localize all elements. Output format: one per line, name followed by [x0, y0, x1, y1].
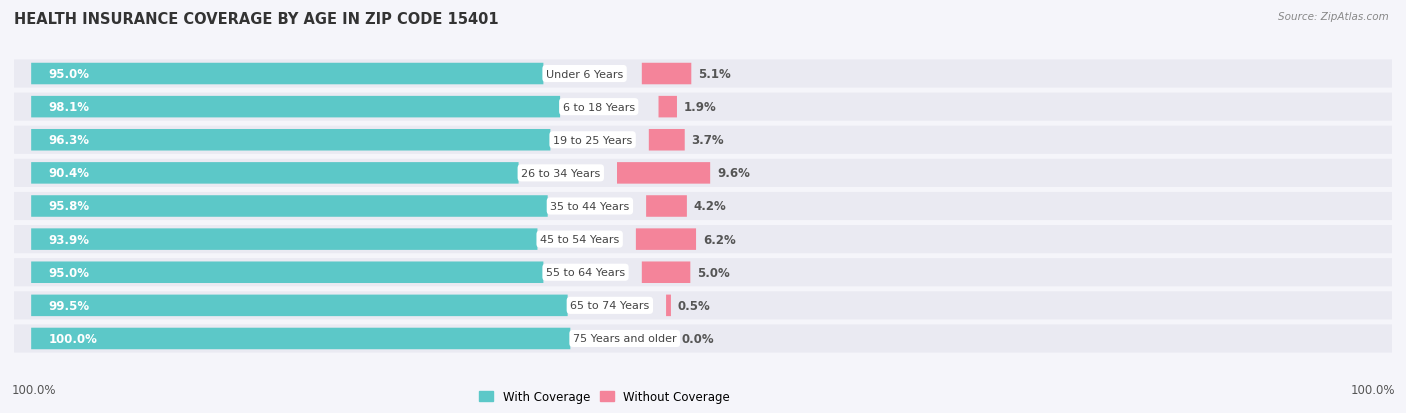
FancyBboxPatch shape: [617, 163, 710, 184]
FancyBboxPatch shape: [14, 159, 1406, 188]
Text: 5.1%: 5.1%: [699, 68, 731, 81]
Legend: With Coverage, Without Coverage: With Coverage, Without Coverage: [479, 390, 730, 403]
FancyBboxPatch shape: [14, 93, 1406, 121]
Text: 95.8%: 95.8%: [48, 200, 90, 213]
Text: 6.2%: 6.2%: [703, 233, 735, 246]
Text: 75 Years and older: 75 Years and older: [572, 334, 676, 344]
Text: 95.0%: 95.0%: [48, 68, 90, 81]
FancyBboxPatch shape: [31, 64, 543, 85]
Text: 45 to 54 Years: 45 to 54 Years: [540, 235, 619, 244]
Text: 99.5%: 99.5%: [48, 299, 90, 312]
Text: 5.0%: 5.0%: [697, 266, 730, 279]
FancyBboxPatch shape: [31, 163, 519, 184]
FancyBboxPatch shape: [658, 97, 676, 118]
Text: 35 to 44 Years: 35 to 44 Years: [550, 202, 630, 211]
FancyBboxPatch shape: [641, 262, 690, 283]
FancyBboxPatch shape: [14, 225, 1406, 254]
Text: 9.6%: 9.6%: [717, 167, 749, 180]
FancyBboxPatch shape: [666, 295, 671, 316]
FancyBboxPatch shape: [31, 97, 560, 118]
Text: 100.0%: 100.0%: [48, 332, 97, 345]
FancyBboxPatch shape: [14, 259, 1406, 287]
FancyBboxPatch shape: [14, 292, 1406, 320]
Text: 90.4%: 90.4%: [48, 167, 90, 180]
FancyBboxPatch shape: [31, 295, 568, 316]
FancyBboxPatch shape: [14, 325, 1406, 353]
Text: 4.2%: 4.2%: [693, 200, 727, 213]
Text: 93.9%: 93.9%: [48, 233, 90, 246]
FancyBboxPatch shape: [31, 262, 543, 283]
Text: 0.0%: 0.0%: [682, 332, 714, 345]
Text: 95.0%: 95.0%: [48, 266, 90, 279]
Text: 26 to 34 Years: 26 to 34 Years: [522, 169, 600, 178]
FancyBboxPatch shape: [647, 196, 688, 217]
FancyBboxPatch shape: [14, 126, 1406, 154]
Text: 98.1%: 98.1%: [48, 101, 90, 114]
FancyBboxPatch shape: [641, 64, 692, 85]
Text: Under 6 Years: Under 6 Years: [546, 69, 623, 79]
FancyBboxPatch shape: [31, 328, 571, 349]
Text: 96.3%: 96.3%: [48, 134, 90, 147]
FancyBboxPatch shape: [14, 60, 1406, 88]
Text: 6 to 18 Years: 6 to 18 Years: [562, 102, 634, 112]
FancyBboxPatch shape: [636, 229, 696, 250]
Text: 19 to 25 Years: 19 to 25 Years: [553, 135, 633, 145]
FancyBboxPatch shape: [648, 130, 685, 151]
FancyBboxPatch shape: [31, 196, 548, 217]
FancyBboxPatch shape: [31, 229, 537, 250]
Text: 1.9%: 1.9%: [683, 101, 717, 114]
FancyBboxPatch shape: [14, 192, 1406, 221]
FancyBboxPatch shape: [31, 130, 550, 151]
Text: 65 to 74 Years: 65 to 74 Years: [571, 301, 650, 311]
Text: 100.0%: 100.0%: [1350, 384, 1395, 396]
Text: Source: ZipAtlas.com: Source: ZipAtlas.com: [1278, 12, 1389, 22]
Text: 100.0%: 100.0%: [11, 384, 56, 396]
Text: 3.7%: 3.7%: [692, 134, 724, 147]
Text: 0.5%: 0.5%: [678, 299, 710, 312]
Text: HEALTH INSURANCE COVERAGE BY AGE IN ZIP CODE 15401: HEALTH INSURANCE COVERAGE BY AGE IN ZIP …: [14, 12, 499, 27]
Text: 55 to 64 Years: 55 to 64 Years: [546, 268, 626, 278]
